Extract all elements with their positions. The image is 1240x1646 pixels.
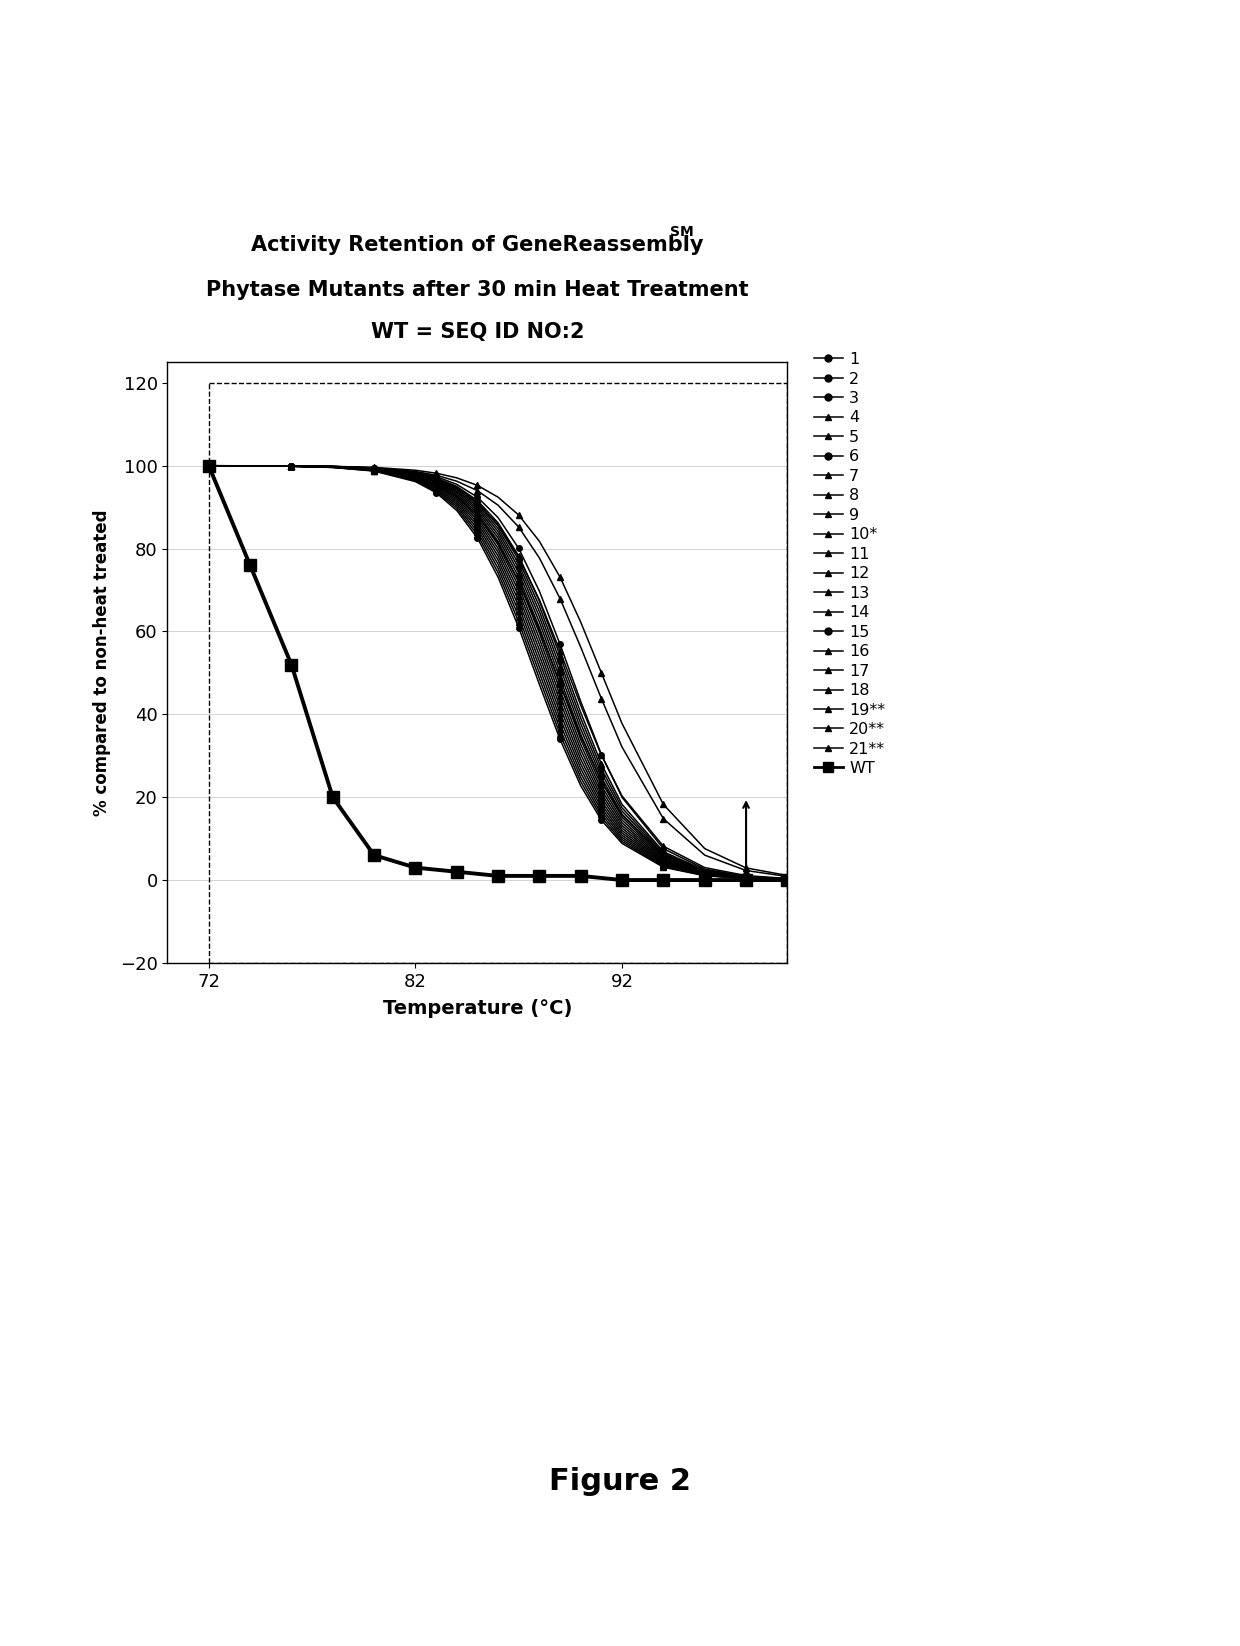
Text: Phytase Mutants after 30 min Heat Treatment: Phytase Mutants after 30 min Heat Treatm… xyxy=(206,280,749,300)
Legend: 1, 2, 3, 4, 5, 6, 7, 8, 9, 10*, 11, 12, 13, 14, 15, 16, 17, 18, 19**, 20**, 21**: 1, 2, 3, 4, 5, 6, 7, 8, 9, 10*, 11, 12, … xyxy=(813,352,885,775)
Text: SM: SM xyxy=(670,224,693,239)
Text: WT = SEQ ID NO:2: WT = SEQ ID NO:2 xyxy=(371,323,584,342)
Y-axis label: % compared to non-heat treated: % compared to non-heat treated xyxy=(93,509,112,816)
Text: Figure 2: Figure 2 xyxy=(549,1467,691,1496)
Text: Activity Retention of GeneReassembly: Activity Retention of GeneReassembly xyxy=(252,235,703,255)
X-axis label: Temperature (°C): Temperature (°C) xyxy=(383,999,572,1017)
